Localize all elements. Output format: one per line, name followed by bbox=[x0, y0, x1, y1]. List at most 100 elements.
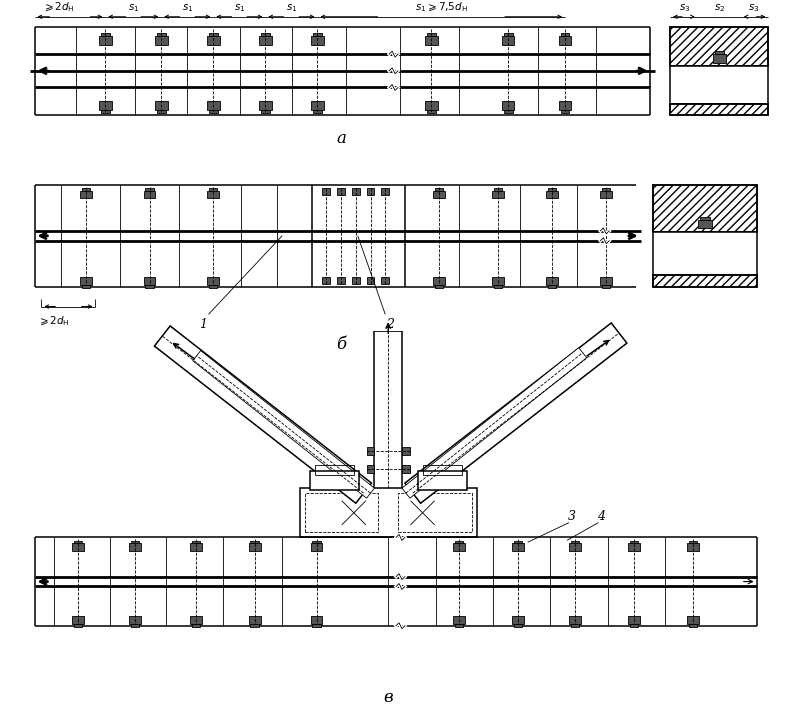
Bar bbox=[366, 447, 374, 455]
Bar bbox=[146, 188, 154, 190]
Bar bbox=[494, 285, 502, 287]
Bar bbox=[322, 277, 330, 284]
Bar bbox=[494, 188, 502, 190]
Bar bbox=[314, 465, 354, 474]
Text: $s_1$: $s_1$ bbox=[286, 2, 297, 14]
Bar bbox=[670, 67, 768, 104]
Bar bbox=[492, 190, 504, 198]
Bar bbox=[249, 543, 261, 551]
Bar bbox=[210, 188, 218, 190]
Bar bbox=[129, 543, 141, 551]
Bar bbox=[654, 232, 757, 274]
Bar bbox=[352, 188, 360, 195]
Bar bbox=[312, 541, 321, 543]
Bar bbox=[558, 36, 571, 45]
Bar bbox=[628, 616, 640, 624]
Bar bbox=[130, 541, 139, 543]
Bar bbox=[670, 104, 768, 115]
Bar bbox=[207, 101, 220, 110]
Bar bbox=[654, 185, 757, 232]
Bar bbox=[366, 465, 374, 473]
Bar bbox=[144, 277, 155, 285]
Bar bbox=[99, 101, 112, 110]
Bar bbox=[382, 277, 389, 284]
Bar bbox=[305, 493, 378, 532]
Bar bbox=[628, 543, 640, 551]
Bar bbox=[191, 624, 200, 626]
Bar bbox=[546, 277, 558, 285]
Text: $s_1$: $s_1$ bbox=[182, 2, 193, 14]
Bar bbox=[548, 188, 556, 190]
Bar bbox=[261, 33, 270, 36]
Bar bbox=[337, 188, 345, 195]
Text: $s_3$: $s_3$ bbox=[748, 2, 759, 14]
Bar bbox=[157, 33, 166, 36]
Bar bbox=[402, 447, 410, 455]
Bar bbox=[422, 465, 462, 474]
Polygon shape bbox=[154, 326, 371, 503]
Bar bbox=[74, 624, 82, 626]
Bar bbox=[74, 541, 82, 543]
Bar bbox=[602, 285, 610, 287]
Bar bbox=[144, 190, 155, 198]
Text: 3: 3 bbox=[568, 510, 576, 523]
Bar bbox=[687, 543, 698, 551]
Bar bbox=[687, 616, 698, 624]
Bar bbox=[546, 190, 558, 198]
Bar bbox=[558, 101, 571, 110]
Bar bbox=[250, 541, 258, 543]
Bar bbox=[72, 543, 84, 551]
Bar bbox=[101, 33, 110, 36]
Bar bbox=[427, 110, 436, 113]
Bar bbox=[492, 277, 504, 285]
Bar bbox=[382, 188, 389, 195]
Bar bbox=[337, 277, 345, 284]
Bar bbox=[310, 616, 322, 624]
Bar bbox=[261, 110, 270, 113]
Bar bbox=[82, 188, 90, 190]
Bar bbox=[250, 624, 258, 626]
Bar bbox=[503, 33, 513, 36]
Text: в: в bbox=[383, 689, 393, 707]
Text: $\geqslant 2d_{\rm H}$: $\geqslant 2d_{\rm H}$ bbox=[37, 314, 70, 328]
Bar bbox=[670, 27, 768, 67]
Bar bbox=[207, 190, 219, 198]
Polygon shape bbox=[402, 348, 586, 498]
Bar bbox=[99, 36, 112, 45]
Bar bbox=[398, 493, 472, 532]
Bar bbox=[670, 104, 768, 115]
Text: $\geqslant 2d_{\rm H}$: $\geqslant 2d_{\rm H}$ bbox=[42, 0, 74, 14]
Bar bbox=[157, 110, 166, 113]
Bar bbox=[503, 110, 513, 113]
Bar bbox=[72, 616, 84, 624]
Bar bbox=[714, 51, 724, 54]
Bar bbox=[569, 543, 581, 551]
Bar bbox=[600, 277, 612, 285]
Bar bbox=[322, 188, 330, 195]
Bar bbox=[514, 541, 522, 543]
Text: $s_1$: $s_1$ bbox=[128, 2, 139, 14]
Bar bbox=[311, 101, 324, 110]
Bar bbox=[455, 541, 463, 543]
Text: 2: 2 bbox=[386, 319, 394, 332]
Text: б: б bbox=[336, 336, 346, 353]
Bar bbox=[310, 543, 322, 551]
Bar bbox=[512, 616, 524, 624]
Bar bbox=[698, 220, 712, 228]
Bar bbox=[190, 616, 202, 624]
Bar bbox=[630, 541, 638, 543]
Bar bbox=[155, 36, 168, 45]
Bar bbox=[418, 471, 466, 490]
Bar bbox=[602, 188, 610, 190]
Bar bbox=[561, 33, 570, 36]
Bar bbox=[427, 33, 436, 36]
Bar bbox=[191, 541, 200, 543]
Bar bbox=[435, 188, 443, 190]
Bar bbox=[313, 110, 322, 113]
Bar bbox=[561, 110, 570, 113]
Bar bbox=[434, 277, 445, 285]
Bar bbox=[453, 616, 465, 624]
Bar bbox=[434, 190, 445, 198]
Bar bbox=[600, 190, 612, 198]
Bar bbox=[210, 285, 218, 287]
